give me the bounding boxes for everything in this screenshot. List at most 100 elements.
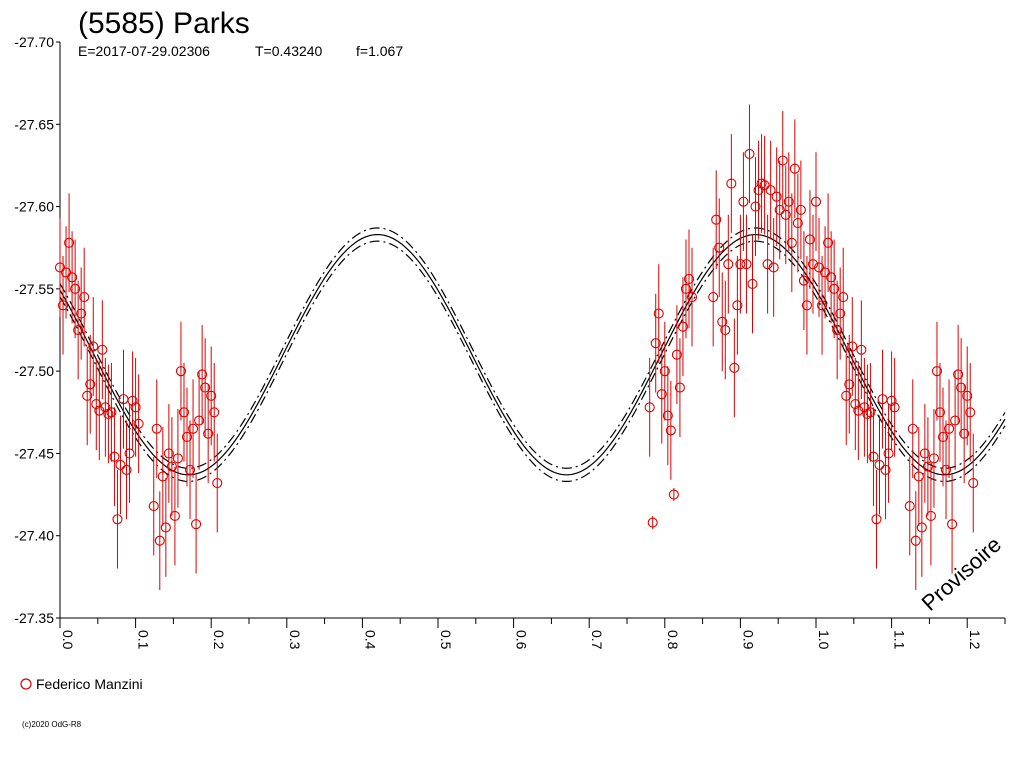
data-point (789, 163, 800, 174)
data-point (686, 292, 698, 303)
data-point (950, 415, 961, 426)
data-point (868, 451, 879, 462)
data-point (659, 366, 670, 377)
x-tick-label: 0.0 (60, 630, 76, 650)
x-tick-label: 1.0 (816, 630, 832, 650)
data-point (124, 448, 135, 459)
data-point (91, 399, 102, 410)
x-tick-label: 0.9 (740, 630, 756, 650)
data-point (157, 471, 168, 482)
legend: Federico Manzini (20, 676, 143, 692)
data-point (109, 451, 120, 462)
data-point (79, 292, 90, 303)
data-point (154, 535, 165, 546)
data-point (856, 344, 867, 355)
data-point (54, 262, 66, 273)
data-point (172, 453, 183, 464)
data-point (115, 459, 126, 470)
data-point (200, 382, 211, 393)
data-point (169, 510, 180, 522)
data-point (968, 478, 979, 489)
data-point (644, 402, 655, 413)
data-point (959, 428, 970, 439)
data-point (683, 273, 695, 285)
data-point (777, 155, 788, 166)
data-point (203, 428, 214, 439)
data-point (801, 300, 812, 311)
x-tick-label: 0.7 (589, 630, 605, 650)
data-point (934, 407, 946, 418)
data-point (759, 180, 770, 191)
data-point (832, 324, 843, 336)
data-point (188, 423, 199, 434)
data-point (647, 517, 658, 528)
data-point (178, 407, 190, 418)
data-point (883, 448, 894, 459)
data-point (762, 259, 773, 270)
data-point (865, 407, 876, 418)
data-point (57, 300, 69, 311)
data-point (674, 382, 685, 393)
data-point (798, 275, 809, 286)
data-point (127, 395, 138, 406)
data-point (838, 292, 849, 303)
data-point (60, 267, 72, 278)
x-tick-label: 1.1 (892, 630, 908, 650)
y-tick-label: -27.55 (14, 281, 54, 297)
data-point (786, 237, 797, 248)
data-points (54, 104, 979, 591)
data-point (871, 514, 882, 525)
data-point (665, 425, 676, 436)
data-point (88, 341, 99, 352)
data-point (919, 448, 930, 459)
data-point (747, 278, 758, 289)
data-point (112, 514, 123, 525)
data-point (813, 262, 825, 273)
data-point (847, 341, 858, 352)
data-point (910, 535, 921, 546)
data-point (160, 522, 171, 533)
data-point (829, 283, 840, 294)
data-point (106, 407, 117, 418)
data-point (151, 423, 162, 434)
data-point (937, 431, 949, 443)
data-point (792, 217, 803, 229)
data-point (130, 402, 141, 413)
epoch-label: E=2017-07-29.02306 (78, 43, 210, 59)
data-point (753, 185, 764, 196)
data-point (191, 519, 202, 530)
data-point (668, 489, 679, 500)
y-axis: -27.70 -27.65 -27.60 -27.55 -27.50 -27.45 -27.… (14, 34, 61, 626)
data-point (750, 201, 761, 212)
data-point (841, 390, 852, 401)
data-point (714, 242, 725, 253)
data-point (212, 478, 223, 489)
data-point (816, 300, 828, 311)
x-tick-label: 0.1 (136, 630, 152, 650)
data-point (121, 464, 132, 475)
x-tick-label: 0.5 (438, 630, 454, 650)
data-point (931, 366, 943, 377)
data-point (97, 344, 108, 355)
data-point (100, 402, 111, 413)
data-point (807, 259, 819, 270)
data-point (810, 196, 822, 207)
data-point (70, 283, 81, 294)
data-point (953, 369, 964, 380)
data-point (795, 204, 806, 215)
data-point (163, 448, 174, 459)
data-point (880, 464, 891, 475)
legend-marker-icon (20, 678, 32, 690)
data-point (804, 234, 816, 245)
data-point (64, 237, 75, 248)
y-tick-label: -27.65 (14, 116, 54, 132)
data-point (76, 308, 87, 319)
data-point (133, 418, 144, 429)
data-point (771, 191, 782, 202)
data-point (209, 407, 220, 418)
chart-title: (5585) Parks (78, 7, 250, 40)
data-point (729, 362, 740, 373)
data-point (913, 471, 924, 482)
x-tick-label: 0.2 (211, 630, 227, 650)
